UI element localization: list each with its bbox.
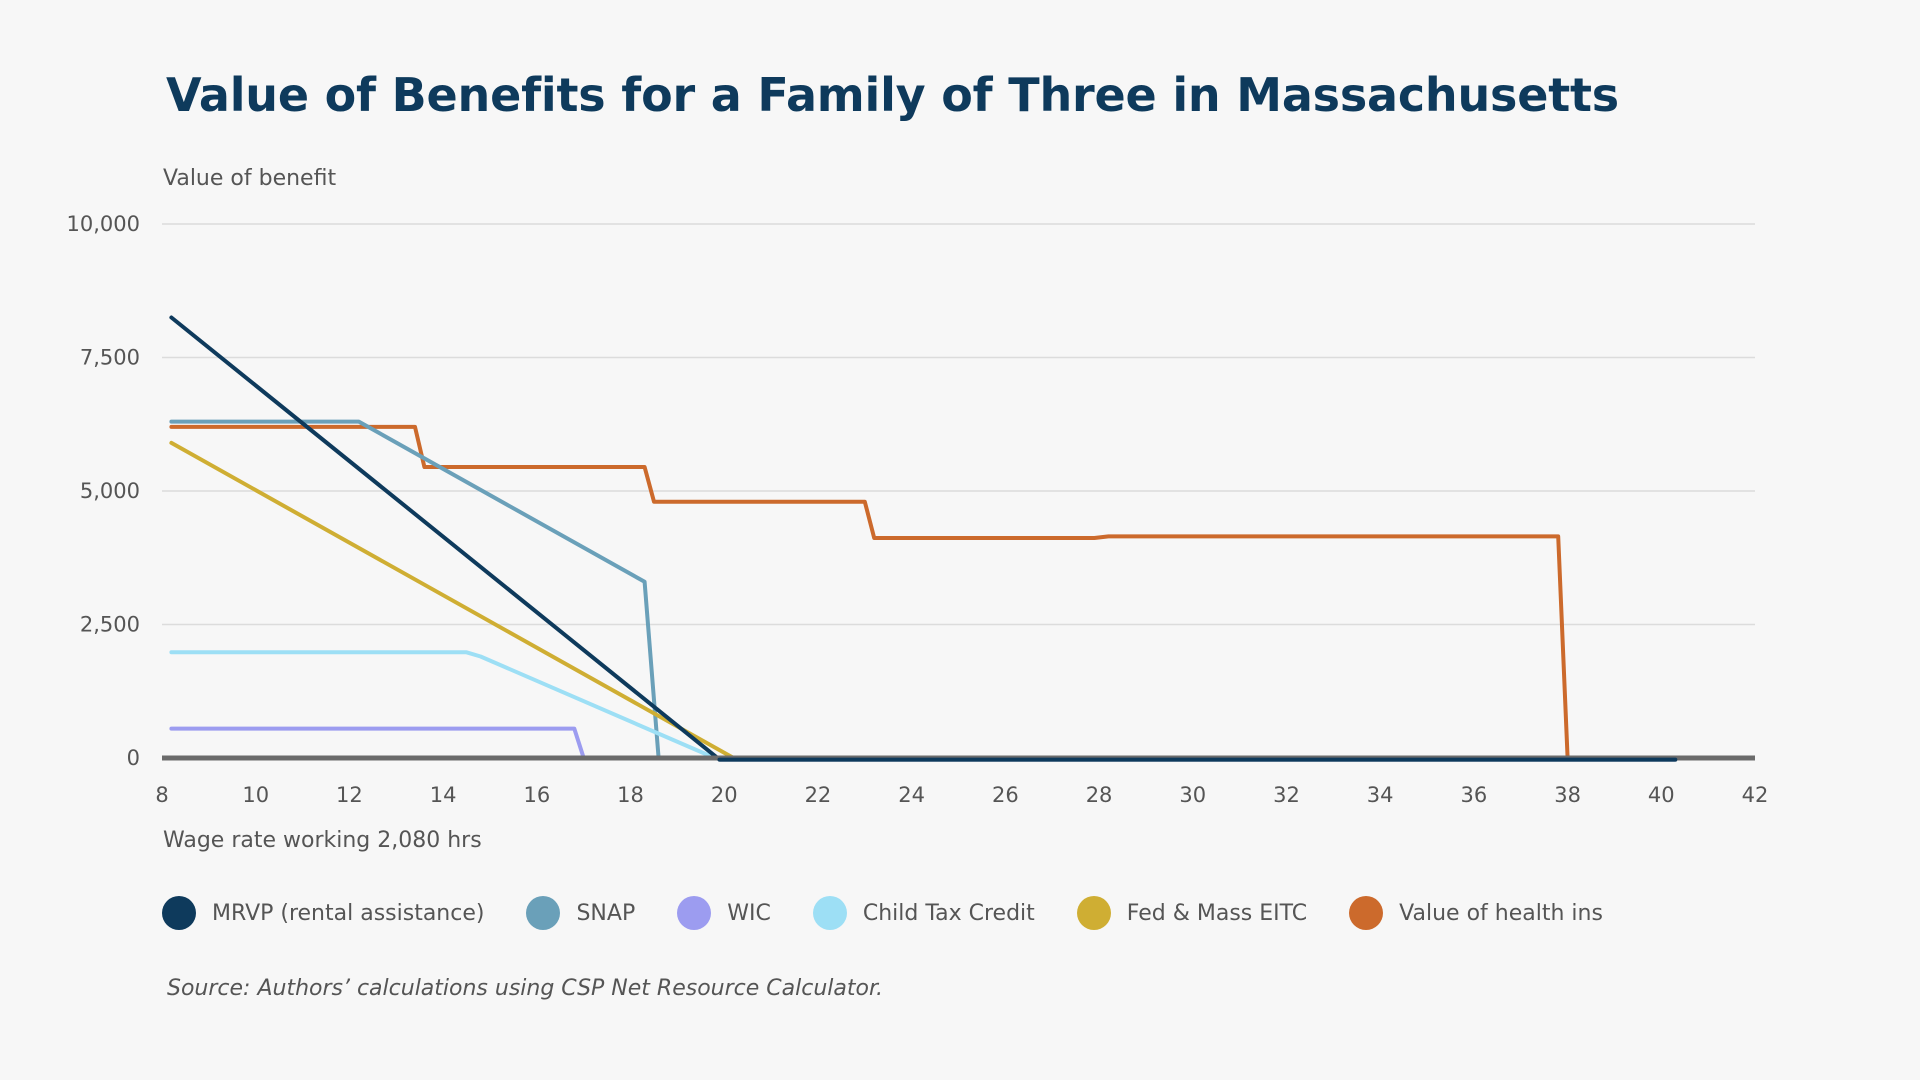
legend-label: MRVP (rental assistance): [212, 900, 485, 926]
x-tick-label: 32: [1273, 783, 1300, 807]
x-tick-label: 22: [805, 783, 832, 807]
legend-label: Fed & Mass EITC: [1126, 900, 1308, 926]
legend-item: Child Tax Credit: [812, 896, 1035, 930]
x-tick-label: 10: [242, 783, 269, 807]
y-tick-label: 7,500: [80, 346, 140, 370]
series-line: [169, 419, 1678, 760]
x-tick-label: 36: [1461, 783, 1488, 807]
x-tick-label: 30: [1179, 783, 1206, 807]
y-tick-label: 2,500: [80, 613, 140, 637]
legend-swatch: [677, 896, 712, 930]
legend-label: Child Tax Credit: [862, 900, 1035, 926]
x-tick-label: 38: [1554, 783, 1581, 807]
x-tick-label: 20: [711, 783, 738, 807]
legend-swatch: [812, 896, 847, 930]
series-line: [169, 650, 1678, 760]
legend-swatch: [162, 896, 196, 930]
x-tick-label: 24: [898, 783, 925, 807]
legend-item: Fed & Mass EITC: [1076, 896, 1308, 930]
x-tick-label: 28: [1086, 783, 1113, 807]
series-lines: [162, 315, 1755, 762]
x-tick-label: 42: [1742, 783, 1769, 807]
legend-label: WIC: [727, 900, 771, 926]
legend-swatch: [1349, 896, 1384, 930]
legend-label: Value of health ins: [1399, 900, 1603, 926]
legend-swatch: [1076, 896, 1111, 930]
x-axis-label: Wage rate working 2,080 hrs: [163, 828, 482, 853]
x-tick-label: 8: [155, 783, 168, 807]
x-tick-label: 40: [1648, 783, 1675, 807]
x-tick-label: 34: [1367, 783, 1394, 807]
y-tick-label: 0: [127, 746, 140, 770]
legend-item: Value of health ins: [1349, 896, 1603, 930]
x-tick-label: 26: [992, 783, 1019, 807]
gridlines: [162, 223, 1755, 626]
source-note: Source: Authors’ calculations using CSP …: [167, 976, 883, 1001]
legend-swatch: [526, 896, 561, 930]
x-tick-label: 12: [336, 783, 363, 807]
x-axis-ticks: 8 10 12 14 16 18 20 22 24 26 28 30 32 34 36 38 40 42: [155, 783, 1768, 807]
x-tick-label: 18: [617, 783, 644, 807]
legend-label: SNAP: [576, 900, 636, 926]
legend-item: WIC: [677, 896, 771, 930]
series-line: [169, 726, 1678, 760]
series-line: [169, 424, 1678, 760]
legend: MRVP (rental assistance) SNAP WIC Child Tax…: [162, 896, 1645, 930]
legend-item: SNAP: [526, 896, 635, 930]
chart-title: Value of Benefits for a Family of Three …: [166, 68, 1619, 122]
x-tick-label: 14: [430, 783, 457, 807]
y-tick-label: 10,000: [67, 212, 140, 236]
y-axis-label: Value of benefit: [163, 166, 337, 191]
y-tick-label: 5,000: [80, 479, 140, 503]
x-tick-label: 16: [523, 783, 550, 807]
legend-item: MRVP (rental assistance): [162, 896, 484, 930]
series-line: [169, 440, 1678, 760]
y-axis-ticks: 0 2,500 5,000 7,500 10,000: [67, 212, 140, 770]
